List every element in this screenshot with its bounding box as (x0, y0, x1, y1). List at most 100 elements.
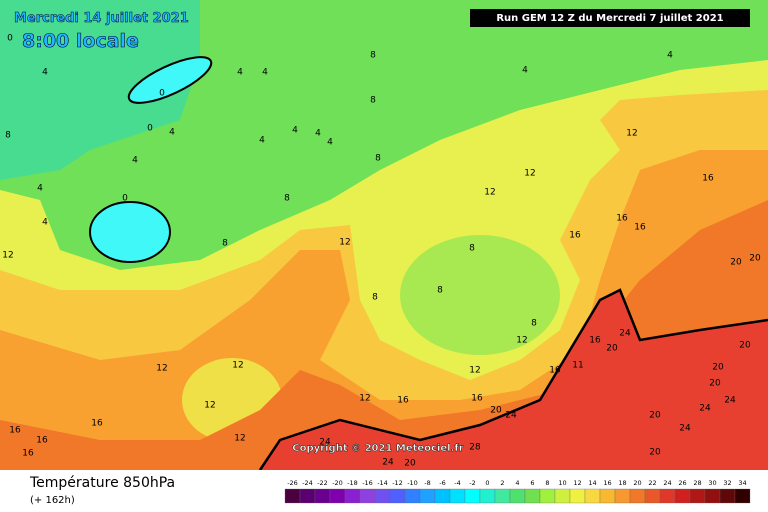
legend-swatch (644, 488, 661, 504)
legend-label: 24 (663, 479, 671, 487)
legend-label: -10 (407, 479, 418, 487)
isotherm-24 (258, 288, 768, 471)
contour-label: 4 (169, 128, 175, 138)
contour-label: 24 (505, 411, 517, 421)
legend-swatch (704, 488, 721, 504)
legend-swatch (434, 488, 451, 504)
contour-label: 24 (619, 329, 631, 339)
legend-label: -14 (377, 479, 388, 487)
legend-swatch (584, 488, 601, 504)
legend-swatch (464, 488, 481, 504)
contour-label: 16 (702, 174, 714, 184)
legend-swatch (404, 488, 421, 504)
legend-label: -16 (362, 479, 373, 487)
contour-label: 12 (524, 169, 535, 179)
legend-label: -24 (302, 479, 313, 487)
contour-label: 16 (471, 394, 483, 404)
legend-label: 12 (573, 479, 581, 487)
contour-label: 8 (222, 239, 228, 249)
contour-label: 8 (469, 244, 475, 254)
zone-8 (400, 235, 560, 355)
contour-label: 20 (649, 411, 661, 421)
contour-label: 4 (259, 136, 265, 146)
contour-label: 20 (730, 258, 742, 268)
contour-label: 4 (262, 68, 268, 78)
legend-label: 20 (633, 479, 641, 487)
legend-label: -26 (287, 479, 298, 487)
legend-label: 0 (485, 479, 489, 487)
legend-swatch (659, 488, 676, 504)
contour-label: 12 (359, 394, 370, 404)
legend-label: -2 (469, 479, 475, 487)
legend-swatch (524, 488, 541, 504)
contour-label: 0 (7, 34, 13, 44)
date: Mercredi 14 juillet 2021 (14, 11, 189, 26)
copyright: Copyright © 2021 Meteociel.fr (292, 443, 463, 454)
contour-label: 12 (204, 401, 215, 411)
contour-label: 4 (292, 126, 298, 136)
legend-swatch (629, 488, 646, 504)
legend-label: 28 (693, 479, 701, 487)
legend-swatch (389, 488, 406, 504)
legend-swatch (689, 488, 706, 504)
legend-label: -8 (424, 479, 430, 487)
legend-swatch (329, 488, 346, 504)
contour-label: 28 (469, 443, 481, 453)
cold-pool (89, 201, 171, 263)
legend-label: 16 (603, 479, 611, 487)
legend-label: 4 (515, 479, 519, 487)
contour-label: 8 (372, 293, 378, 303)
contour-label: 16 (91, 419, 103, 429)
contour-label: 24 (724, 396, 736, 406)
zone-24 (260, 290, 768, 470)
contour-label: 12 (484, 188, 495, 198)
legend-label: 26 (678, 479, 686, 487)
legend-label: -6 (439, 479, 445, 487)
contour-label: 0 (122, 194, 128, 204)
contour-label: 8 (375, 154, 381, 164)
contour-label: 24 (382, 458, 394, 468)
legend-swatch (359, 488, 376, 504)
legend: -26 -24 -22 -20 -18 -16 -14 -12 -10 -8 -6 -4 -2 0 2 4 6 8… (284, 479, 751, 504)
contour-label: 12 (156, 364, 167, 374)
legend-label: 22 (648, 479, 656, 487)
legend-swatch (719, 488, 736, 504)
legend-swatch (614, 488, 631, 504)
footer-title: Température 850hPa (29, 475, 175, 491)
legend-swatch (344, 488, 361, 504)
contour-label: 4 (132, 156, 138, 166)
contour-label: 4 (522, 66, 528, 76)
contour-label: 4 (37, 184, 43, 194)
legend-swatch (674, 488, 691, 504)
contour-label: 12 (2, 251, 13, 261)
legend-swatch (734, 488, 751, 504)
contour-label: 4 (327, 138, 333, 148)
contour-label: 20 (606, 344, 618, 354)
legend-swatch (299, 488, 316, 504)
legend-label: 30 (708, 479, 716, 487)
contour-label: 8 (437, 286, 443, 296)
contour-label: 8 (5, 131, 11, 141)
cold-pool (127, 56, 213, 104)
contour-label: 12 (516, 336, 527, 346)
contour-label: 20 (712, 363, 724, 373)
contour-label: 16 (616, 214, 628, 224)
legend-label: -18 (347, 479, 358, 487)
contour-label: 12 (234, 434, 245, 444)
contour-label: 16 (36, 436, 48, 446)
run-info: Run GEM 12 Z du Mercredi 7 juillet 2021 (496, 13, 723, 24)
contour-label: 12 (626, 129, 637, 139)
contour-label: 12 (232, 361, 243, 371)
contour-label: 16 (397, 396, 409, 406)
contour-label: 24 (319, 438, 331, 448)
legend-swatch (314, 488, 331, 504)
contour-label: 24 (699, 404, 711, 414)
legend-label: 6 (530, 479, 534, 487)
footer-subtitle: (+ 162h) (30, 495, 75, 506)
legend-label: 14 (588, 479, 596, 487)
legend-swatch (479, 488, 496, 504)
contour-label: 20 (739, 341, 751, 351)
legend-swatch (554, 488, 571, 504)
